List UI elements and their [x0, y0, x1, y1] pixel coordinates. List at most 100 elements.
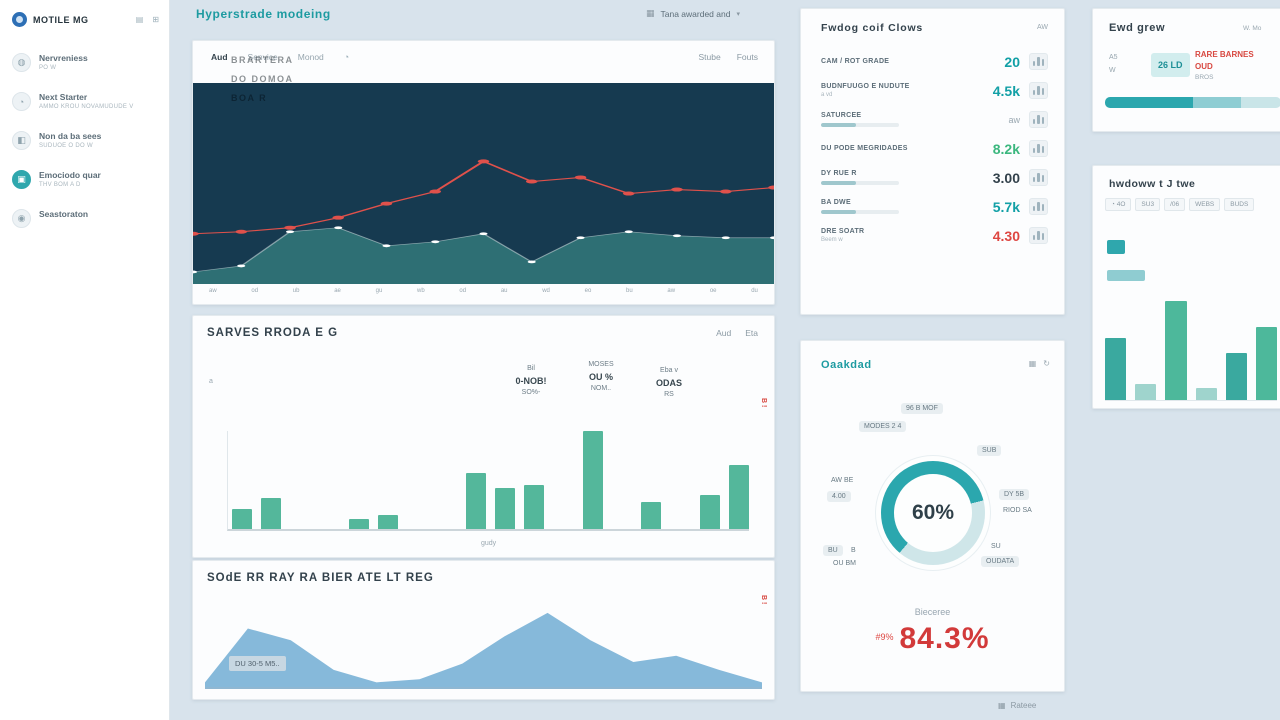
- quota-alert: RARE BARNES OUD BROS: [1195, 50, 1254, 81]
- stats-action[interactable]: AW: [1036, 24, 1048, 31]
- stats-title: Fwdog coif Clows: [821, 22, 924, 34]
- sites-button-3[interactable]: BUDS: [1224, 198, 1255, 211]
- filter-icon: ◔: [1111, 201, 1115, 208]
- x-tick-label: od: [251, 288, 259, 294]
- footer-icon: ▦: [998, 701, 1006, 710]
- footer-link[interactable]: ▦ Rateee: [998, 701, 1036, 710]
- bar: [232, 509, 253, 529]
- stat-row[interactable]: DRE SOATR Beem w 4.30: [801, 221, 1064, 250]
- donut-chip: MODES 2 4: [859, 421, 907, 432]
- legend-bar: [1107, 270, 1145, 281]
- stat-value: 3.00: [992, 169, 1020, 186]
- x-tick-label: wd: [542, 288, 550, 294]
- x-tick-label: du: [751, 288, 758, 294]
- sidebar-item-label: Emociodo quar: [39, 170, 101, 180]
- tab-extra-icon[interactable]: ◔: [343, 52, 350, 62]
- sidebar-item-2[interactable]: ◧ Non da ba sees SUDUOE O DO W: [0, 121, 169, 160]
- quota-title: Ewd grew: [1109, 22, 1166, 34]
- bar: [1225, 353, 1247, 400]
- donut-chip: 4.00: [827, 491, 851, 502]
- progress-bar: [821, 123, 899, 127]
- channels-actions: ▦ ↻: [1029, 359, 1050, 368]
- tab-aud[interactable]: Aud: [211, 52, 228, 62]
- x-tick-label: od: [459, 288, 467, 294]
- stat-row[interactable]: BUDNFUUGO E NUDUTE a vd 4.5k: [801, 76, 1064, 105]
- bar: [728, 465, 749, 529]
- stat-value: aw: [1008, 114, 1020, 125]
- stat-label: DRE SOATR: [821, 228, 865, 235]
- wave-title: SOdE RR RAY RA BIER ATE LT REG: [207, 572, 434, 584]
- bar: [1195, 387, 1217, 400]
- sites-button-2[interactable]: WEBS: [1189, 198, 1221, 211]
- donut-chip: SUB: [977, 445, 1002, 456]
- alert-marker: B!: [760, 595, 767, 607]
- performance-chart: [193, 83, 774, 284]
- filter-button[interactable]: ◔ 4O: [1105, 198, 1132, 211]
- sites-button-0[interactable]: SU3: [1135, 198, 1161, 211]
- aud-button[interactable]: Aud: [716, 328, 732, 338]
- chart-icon: [1029, 111, 1048, 128]
- bar-group-label: MOSES OU % NOM..: [588, 361, 614, 392]
- stat-row[interactable]: Du PODE MEGRIDADES 8.2k: [801, 134, 1064, 163]
- x-axis-caption: gudy: [481, 540, 497, 547]
- wave-card: SOdE RR RAY RA BIER ATE LT REG DU 30-5 M…: [192, 560, 775, 700]
- stat-row[interactable]: CAM / ROT GRADE 20: [801, 47, 1064, 76]
- apps-icon[interactable]: ⊞: [152, 15, 159, 24]
- stat-label: Ba dwe: [821, 199, 851, 206]
- stat-value: 20: [1004, 53, 1020, 70]
- chart-icon: [1029, 82, 1048, 99]
- bar: [582, 431, 603, 529]
- bar: [378, 515, 399, 529]
- sites-button-1[interactable]: /06: [1164, 198, 1186, 211]
- stat-value: 5.7k: [992, 198, 1020, 215]
- sidebar-item-icon: ◍: [12, 53, 31, 72]
- sidebar-item-3[interactable]: ▣ Emociodo quar THV BOM A D: [0, 160, 169, 199]
- stat-row[interactable]: Ba dwe 5.7k: [801, 192, 1064, 221]
- stat-value: 8.2k: [992, 140, 1020, 157]
- account-label: Tana awarded and: [660, 8, 731, 19]
- donut-value: 60%: [894, 474, 972, 552]
- stats-card: Fwdog coif Clows AW CAM / ROT GRADE 20 B…: [800, 8, 1065, 315]
- stube-button[interactable]: Stube: [698, 52, 721, 62]
- stat-label: Du PODE MEGRIDADES: [821, 145, 908, 152]
- performance-actions: Stube Fouts: [699, 52, 758, 62]
- fouts-button[interactable]: Fouts: [736, 52, 758, 62]
- stat-row[interactable]: Saturcee aw: [801, 105, 1064, 134]
- channels-title: Oaakdad: [821, 359, 872, 371]
- performance-card: Aud Senvice Monod ◔ Stube Fouts BRARTERA…: [192, 40, 775, 305]
- bar-group-label: Eba v ODAS RS: [655, 367, 682, 398]
- account-selector[interactable]: ▦ Tana awarded and ▾: [646, 8, 740, 19]
- metric-label: Bieceree: [914, 607, 951, 617]
- bar: [348, 519, 370, 529]
- stat-value: 4.5k: [992, 82, 1020, 99]
- tab-monod[interactable]: Monod: [297, 52, 324, 62]
- quota-badge: 26 LD: [1151, 53, 1190, 77]
- donut-chip: DY 5B: [999, 489, 1030, 500]
- donut-chip: B: [851, 547, 856, 554]
- stat-row[interactable]: DY RUE R 3.00: [801, 163, 1064, 192]
- chart-icon: [1029, 169, 1048, 186]
- refresh-icon[interactable]: ↻: [1043, 359, 1050, 368]
- sidebar-item-sub: PO W: [39, 65, 57, 71]
- x-tick-label: aw: [667, 288, 676, 294]
- stat-label: BUDNFUUGO E NUDUTE: [821, 83, 910, 90]
- sidebar-item-0[interactable]: ◍ Nervreniess PO W: [0, 43, 169, 82]
- x-tick-label: au: [500, 288, 508, 294]
- progress-segment: [1193, 97, 1241, 108]
- performance-tabs: Aud Senvice Monod ◔: [211, 52, 349, 62]
- stat-label: DY RUE R: [821, 170, 857, 177]
- progress-segment: [1105, 97, 1193, 108]
- bar-group-label: Bil 0-NOB! SO%-: [515, 365, 547, 396]
- sidebar-item-1[interactable]: ◔ Next Starter AMMO KROU NOVAMUDUDE V: [0, 82, 169, 121]
- metric-row: #9% 84.3%: [801, 622, 1064, 656]
- sidebar-item-sub: THV BOM A D: [39, 182, 81, 188]
- tab-senvice[interactable]: Senvice: [247, 52, 278, 62]
- bell-icon[interactable]: ▤: [135, 15, 144, 24]
- eta-button[interactable]: Eta: [745, 328, 758, 338]
- panel-icon[interactable]: ▦: [1028, 359, 1037, 368]
- sites-bar-chart: [1105, 296, 1278, 401]
- page-title: Hyperstrade modeing: [196, 7, 331, 21]
- x-tick-label: eo: [584, 288, 592, 294]
- donut-chip: SU: [991, 543, 1001, 550]
- sidebar-item-4[interactable]: ◉ Seastoraton: [0, 199, 169, 238]
